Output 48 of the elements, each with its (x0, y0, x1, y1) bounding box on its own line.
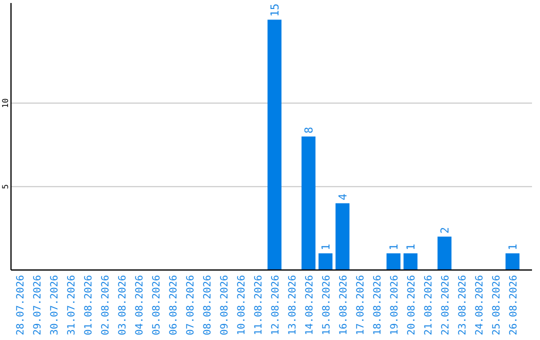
bar (318, 253, 332, 270)
y-tick-label: 10 (1, 98, 10, 108)
x-tick-label: 24.08.2026 (474, 275, 486, 336)
x-tick-label: 13.08.2026 (288, 275, 298, 336)
bar (438, 236, 452, 270)
bar (506, 253, 520, 270)
data-label: 1 (388, 244, 400, 250)
x-tick-label: 28.07.2026 (16, 275, 26, 336)
x-tick-label: 22.08.2026 (440, 275, 452, 336)
x-tick-label: 15.08.2026 (322, 275, 332, 336)
bar (302, 136, 316, 270)
x-tick-label: 07.08.2026 (186, 275, 196, 336)
x-tick-label: 09.08.2026 (220, 275, 230, 336)
x-tick-label: 29.07.2026 (32, 275, 44, 336)
x-tick-label: 30.07.2026 (50, 275, 60, 336)
data-label: 1 (506, 244, 520, 250)
x-tick-label: 26.08.2026 (508, 275, 520, 336)
x-tick-label: 10.08.2026 (236, 275, 248, 336)
x-tick-label: 11.08.2026 (254, 275, 264, 336)
bar (268, 20, 282, 270)
x-tick-label: 14.08.2026 (304, 275, 316, 336)
bar (386, 253, 400, 270)
data-label: 1 (320, 244, 332, 250)
y-tick-label: 5 (1, 184, 10, 189)
bar (336, 203, 350, 270)
bar (404, 253, 418, 270)
x-tick-label: 20.08.2026 (406, 275, 418, 336)
x-tick-label: 31.07.2026 (66, 275, 78, 336)
x-tick-label: 17.08.2026 (356, 275, 366, 336)
x-tick-label: 02.08.2026 (100, 275, 112, 336)
x-tick-label: 01.08.2026 (84, 275, 94, 336)
x-tick-label: 04.08.2026 (134, 275, 146, 336)
x-tick-label: 08.08.2026 (202, 275, 214, 336)
x-tick-label: 12.08.2026 (270, 275, 282, 336)
x-tick-label: 25.08.2026 (492, 275, 502, 336)
data-label: 8 (302, 126, 316, 134)
x-tick-label: 03.08.2026 (118, 275, 128, 336)
x-tick-label: 19.08.2026 (390, 275, 400, 336)
data-label: 15 (268, 3, 282, 17)
x-tick-label: 05.08.2026 (152, 275, 162, 336)
x-tick-label: 06.08.2026 (168, 275, 180, 336)
x-tick-label: 23.08.2026 (458, 275, 468, 336)
x-tick-label: 21.08.2026 (424, 275, 434, 336)
data-label: 1 (404, 244, 418, 250)
x-tick-label: 16.08.2026 (338, 275, 350, 336)
x-tick-label: 18.08.2026 (372, 275, 384, 336)
data-label: 2 (438, 227, 452, 234)
data-label: 4 (336, 193, 350, 200)
